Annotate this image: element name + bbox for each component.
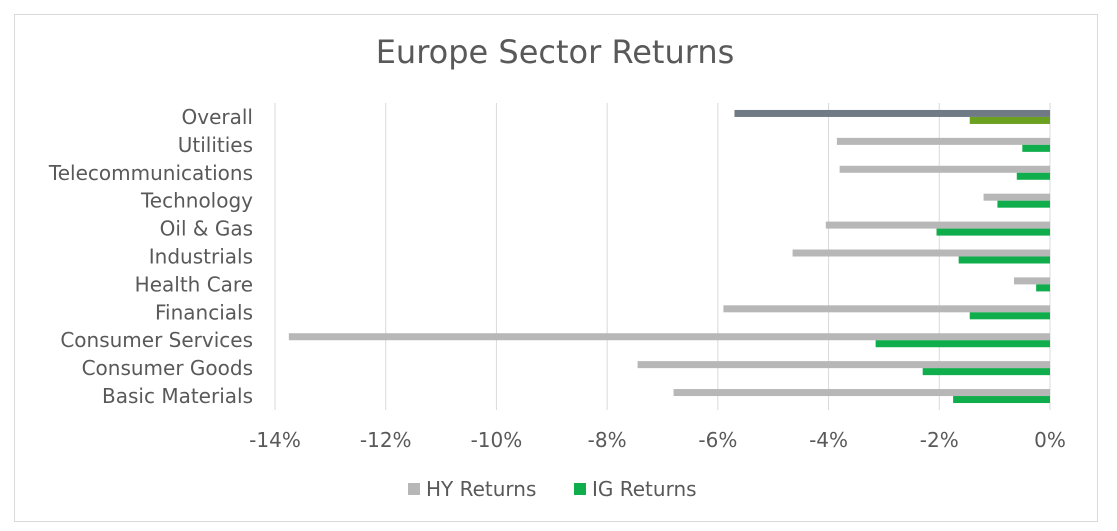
bar-hy bbox=[637, 361, 1050, 369]
bar-hy bbox=[734, 109, 1050, 117]
bars bbox=[288, 109, 1050, 404]
x-tick-label: -6% bbox=[698, 428, 737, 452]
legend-label: IG Returns bbox=[592, 477, 697, 501]
bar-ig bbox=[969, 116, 1050, 124]
bar-hy bbox=[1014, 277, 1050, 285]
bar-hy bbox=[288, 333, 1050, 341]
category-labels: Overall Utilities Telecommunications Techno… bbox=[48, 105, 253, 408]
x-tick-label: -12% bbox=[360, 428, 412, 452]
legend-swatch bbox=[574, 483, 586, 495]
legend: HY Returns IG Returns bbox=[408, 477, 697, 501]
bar-ig bbox=[936, 228, 1050, 236]
bar-ig bbox=[997, 200, 1050, 208]
x-tick-label: -14% bbox=[249, 428, 301, 452]
x-tick-labels: -14% -12% -10% -8% -6% -4% -2% 0% bbox=[249, 428, 1066, 452]
chart-title: Europe Sector Returns bbox=[376, 33, 735, 71]
bar-ig bbox=[953, 396, 1050, 404]
category-label: Oil & Gas bbox=[160, 217, 253, 241]
x-tick-label: -4% bbox=[809, 428, 848, 452]
bar-hy bbox=[983, 193, 1050, 201]
category-label: Health Care bbox=[135, 272, 253, 296]
x-tick-label: -2% bbox=[920, 428, 959, 452]
bar-hy bbox=[673, 389, 1050, 397]
category-label: Technology bbox=[140, 189, 253, 213]
category-label: Telecommunications bbox=[48, 161, 253, 185]
category-label: Overall bbox=[182, 105, 253, 129]
legend-swatch bbox=[408, 483, 420, 495]
bar-ig bbox=[1022, 144, 1050, 152]
category-label: Consumer Services bbox=[60, 328, 253, 352]
bar-hy bbox=[723, 305, 1050, 313]
category-label: Utilities bbox=[178, 133, 253, 157]
bar-hy bbox=[825, 221, 1050, 229]
chart-frame bbox=[14, 14, 1098, 522]
bar-hy bbox=[839, 165, 1050, 173]
bar-ig bbox=[1016, 172, 1050, 180]
category-label: Basic Materials bbox=[102, 384, 253, 408]
category-label: Financials bbox=[155, 300, 253, 324]
x-tick-label: 0% bbox=[1034, 428, 1066, 452]
x-tick-label: -8% bbox=[588, 428, 627, 452]
bar-ig bbox=[922, 368, 1050, 376]
bar-ig bbox=[1036, 284, 1050, 292]
bar-hy bbox=[836, 137, 1050, 145]
bar-ig bbox=[969, 312, 1050, 320]
legend-label: HY Returns bbox=[426, 477, 536, 501]
x-tick-label: -10% bbox=[471, 428, 523, 452]
category-label: Consumer Goods bbox=[82, 356, 253, 380]
bar-ig bbox=[958, 256, 1050, 264]
bar-hy bbox=[792, 249, 1050, 257]
category-label: Industrials bbox=[149, 245, 253, 269]
bar-ig bbox=[875, 340, 1050, 348]
